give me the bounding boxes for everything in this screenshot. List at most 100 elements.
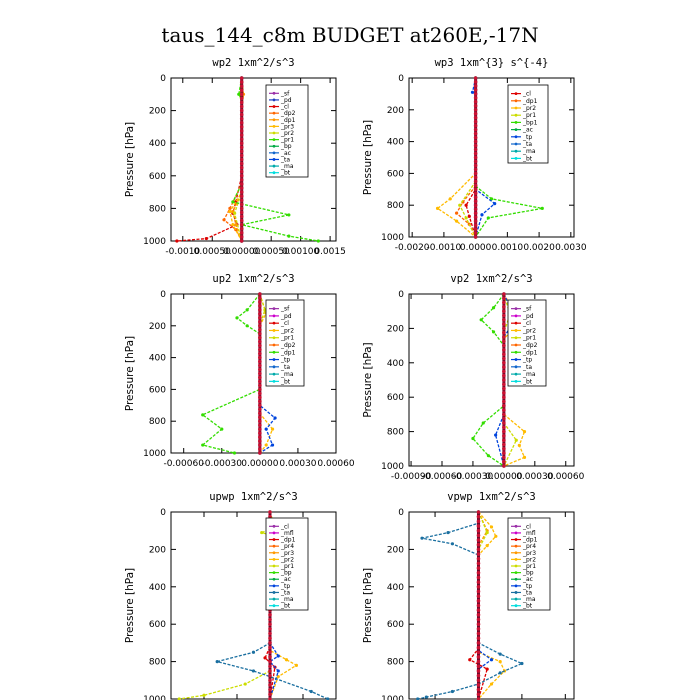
zero-line-marker [239, 112, 244, 117]
zero-line-marker [239, 121, 244, 125]
zero-line-marker [476, 533, 481, 538]
zero-line-marker [239, 145, 244, 150]
x-tick-label: 0.00050 [194, 247, 231, 257]
series-point [454, 211, 459, 215]
series-point [202, 693, 206, 697]
series-point [517, 443, 521, 447]
y-tick-label: 400 [149, 583, 166, 593]
chart-panel: wp2 1xm^2/s^3 Pressure [hPa] 0 200 400 600 800… [124, 57, 346, 257]
series-point [245, 324, 249, 328]
zero-line-marker [268, 617, 272, 622]
legend-entry: _ma [522, 371, 536, 378]
zero-line-marker [258, 415, 262, 420]
series-point [486, 454, 491, 458]
legend-entry: _pd [280, 97, 292, 104]
series-point [467, 214, 471, 218]
legend-entry: _ma [522, 148, 536, 155]
series-line [201, 293, 261, 454]
legend-marker [514, 531, 518, 535]
legend-marker [272, 118, 276, 122]
zero-line-marker [239, 174, 244, 178]
y-tick-label: 400 [387, 138, 404, 148]
series-line [472, 293, 505, 467]
series-point [520, 661, 524, 666]
zero-line-marker [239, 182, 244, 186]
series-point [245, 308, 249, 312]
zero-line-marker [502, 352, 506, 357]
legend-entry: _cl [522, 523, 531, 530]
legend-marker [514, 571, 518, 575]
legend-marker [514, 149, 518, 153]
legend-marker [272, 336, 276, 340]
zero-line-marker [239, 202, 244, 207]
zero-line-marker [268, 627, 272, 631]
zero-line-marker [473, 203, 478, 207]
zero-line-marker [258, 347, 262, 352]
zero-line-marker [476, 528, 481, 533]
series-point [485, 544, 489, 548]
zero-line-marker [239, 129, 244, 133]
y-axis-label: Pressure [hPa] [124, 122, 136, 197]
panel-title: up2 1xm^2/s^3 [212, 273, 294, 285]
zero-line-marker [473, 211, 478, 215]
legend-marker [514, 157, 518, 160]
x-tick-label: 0.00000 [241, 459, 278, 469]
series-point [243, 682, 247, 686]
zero-line-marker [473, 104, 478, 108]
series-point [264, 443, 268, 447]
zero-line-marker [239, 194, 244, 198]
legend-marker [272, 524, 276, 528]
legend-marker [272, 131, 276, 135]
zero-line-marker [239, 214, 244, 219]
legend-entry: _sf [280, 90, 290, 97]
zero-line-marker [239, 92, 244, 97]
legend-marker [514, 321, 518, 325]
zero-line-marker [476, 575, 481, 580]
zero-line-marker [473, 231, 478, 235]
zero-line-marker [239, 161, 244, 166]
zero-line-marker [268, 514, 272, 519]
legend-entry: _pr3 [280, 123, 294, 130]
panel-title: vp2 1xm^2/s^3 [450, 273, 532, 285]
series-point [450, 542, 455, 546]
x-tick-label: -0.00060 [422, 472, 463, 482]
legend-marker [514, 564, 518, 568]
legend-entry: _pr2 [280, 130, 294, 137]
legend: _sf_pd_cl_dp2_dp1_pr3_pr2_pr1_bp_ac_ta_m… [265, 84, 309, 178]
legend: _cl_mfl_dp1_pr4_pr3_pr2_pr1_bp_ac_tp_ta_… [507, 517, 551, 611]
series-point [486, 216, 490, 220]
zero-line-marker [258, 371, 262, 376]
series-point [232, 451, 237, 455]
legend-entry: _bt [522, 378, 533, 385]
zero-line-marker [476, 692, 481, 697]
zero-line-marker [258, 320, 262, 324]
series-point [276, 654, 280, 658]
zero-line-marker [502, 464, 506, 468]
zero-line-marker [268, 697, 272, 700]
y-tick-label: 200 [149, 322, 166, 332]
legend-entry: _ac [522, 576, 533, 583]
legend-marker [514, 584, 518, 588]
series-point [260, 530, 264, 535]
zero-line-marker [239, 137, 244, 141]
zero-line-marker [476, 636, 481, 641]
zero-line-marker [239, 108, 244, 113]
x-tick-label: 0.0015 [314, 247, 346, 257]
series-line [223, 78, 243, 242]
zero-line-marker [473, 151, 478, 156]
legend-entry: _cl [522, 320, 531, 327]
zero-line-marker [258, 331, 262, 336]
zero-line-marker [473, 111, 478, 116]
x-tick-label: -0.00030 [453, 472, 494, 482]
zero-line-marker [476, 655, 481, 659]
zero-line-marker [473, 92, 478, 96]
legend-entry: _ta [280, 156, 290, 163]
zero-line-marker [502, 425, 506, 430]
legend-entry: _ta [280, 589, 290, 596]
zero-line-marker [258, 351, 262, 356]
zero-line-marker [268, 641, 272, 645]
zero-line-marker [473, 191, 478, 196]
figure-title: taus_144_c8m BUDGET at260E,-17N [161, 23, 538, 47]
y-tick-label: 400 [387, 583, 404, 593]
zero-line-marker [258, 312, 262, 316]
